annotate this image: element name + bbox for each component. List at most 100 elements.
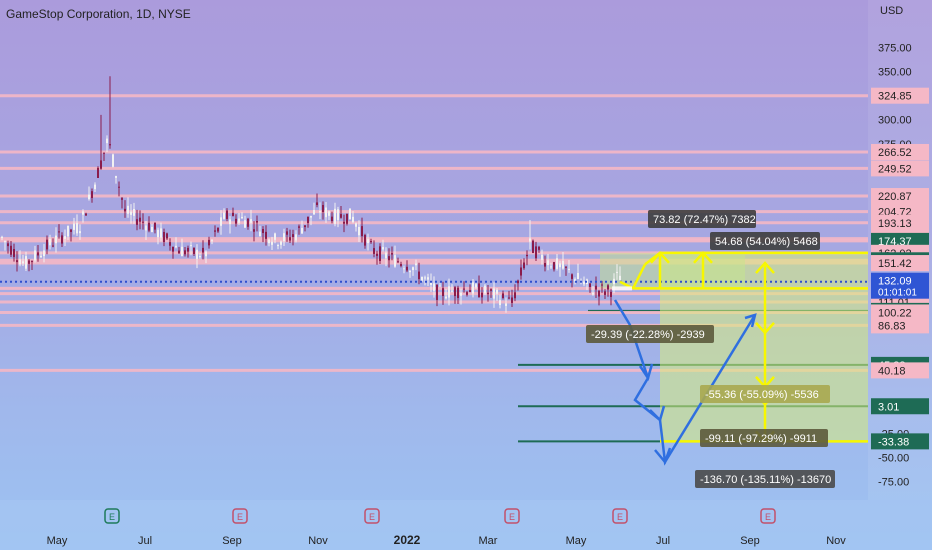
candle-body — [55, 235, 57, 244]
measure-label-box — [695, 470, 835, 488]
candle-body — [352, 216, 354, 223]
scenario-arrow — [638, 363, 654, 381]
candle-body — [541, 254, 543, 260]
candle-body — [256, 221, 258, 223]
candle-body — [64, 236, 66, 239]
time-axis-label: Jul — [656, 535, 670, 547]
projection-arrowhead — [755, 322, 775, 335]
candle-body — [295, 234, 297, 241]
level-price-value: 193.13 — [878, 218, 912, 230]
time-axis-label: Nov — [308, 535, 328, 547]
candle-body — [481, 292, 483, 298]
candle-body — [271, 241, 273, 245]
candle-body — [226, 210, 228, 219]
earnings-marker-label: E — [509, 512, 515, 522]
earnings-marker-label: E — [237, 512, 243, 522]
candle-body — [10, 245, 12, 255]
earnings-marker — [232, 508, 248, 524]
candle-body — [208, 239, 210, 246]
measure-label-text: -99.11 (-97.29%) -9911 — [705, 433, 817, 445]
candle-body — [280, 241, 282, 245]
measure-label-box — [700, 385, 830, 403]
earnings-marker — [760, 508, 776, 524]
candle-body — [313, 210, 315, 215]
candle-body — [238, 218, 240, 223]
price-axis-tick: 300.00 — [878, 115, 912, 127]
candle-body — [136, 219, 138, 225]
target-price-badge — [871, 398, 929, 415]
level-price-value: 100.22 — [878, 307, 912, 319]
candle-body — [166, 233, 168, 239]
candle-body — [262, 229, 264, 234]
candle-body — [61, 235, 63, 244]
earnings-marker-label: E — [369, 512, 375, 522]
candle-body — [430, 282, 432, 285]
candle-body — [235, 218, 237, 224]
candle-body — [400, 264, 402, 266]
time-axis-label: Mar — [479, 535, 498, 547]
candle-body — [76, 223, 78, 234]
candle-body — [367, 239, 369, 244]
level-price-value: 86.83 — [878, 320, 906, 332]
candle-body — [223, 212, 225, 219]
candle-body — [385, 252, 387, 259]
candle-body — [67, 225, 69, 237]
candle-body — [319, 211, 321, 213]
candle-body — [505, 303, 507, 306]
candle-body — [391, 253, 393, 255]
candle-body — [358, 227, 360, 236]
candle-body — [190, 245, 192, 247]
candle-body — [139, 217, 141, 222]
candle-body — [145, 225, 147, 231]
candle-body — [457, 287, 459, 299]
candle-body — [130, 211, 132, 215]
candle-body — [478, 283, 480, 298]
projection-arrowhead — [693, 250, 713, 264]
candle-body — [559, 263, 561, 268]
candle-body — [511, 297, 513, 303]
candle-body — [418, 271, 420, 280]
scenario-arrow — [649, 405, 666, 423]
measure-label-box — [648, 210, 756, 228]
level-price-badge — [871, 87, 929, 104]
level-price-value: 40.18 — [878, 365, 906, 377]
candle-body — [532, 240, 534, 253]
candle-body — [331, 216, 333, 222]
candle-body — [568, 268, 570, 270]
measure-label-box — [710, 232, 820, 250]
candle-body — [547, 260, 549, 266]
candle-body — [322, 205, 324, 213]
candle-body — [169, 242, 171, 246]
candle-body — [265, 231, 267, 239]
candle-body — [109, 144, 111, 146]
candle-body — [193, 247, 195, 254]
candle-body — [232, 212, 234, 216]
price-axis-tick: 350.00 — [878, 66, 912, 78]
candle-body — [43, 250, 45, 257]
earnings-marker — [364, 508, 380, 524]
price-axis-tick: -75.00 — [878, 477, 909, 489]
candle-body — [118, 186, 120, 188]
current-price-badge — [871, 272, 929, 299]
time-axis-label: Nov — [826, 535, 846, 547]
level-price-badge — [871, 214, 929, 231]
candle-body — [556, 258, 558, 269]
candle-body — [7, 243, 9, 247]
candle-body — [115, 176, 117, 178]
candle-body — [127, 205, 129, 214]
candle-body — [382, 247, 384, 250]
measure-label-text: -29.39 (-22.28%) -2939 — [591, 329, 705, 341]
target-price-badge — [871, 433, 929, 450]
candle-body — [199, 256, 201, 258]
candle-body — [85, 213, 87, 216]
candle-body — [409, 270, 411, 273]
candle-body — [19, 259, 21, 265]
candle-body — [499, 300, 501, 306]
candle-body — [538, 246, 540, 250]
earnings-marker — [612, 508, 628, 524]
candle-body — [445, 296, 447, 299]
candle-body — [373, 248, 375, 254]
candle-body — [601, 284, 603, 286]
